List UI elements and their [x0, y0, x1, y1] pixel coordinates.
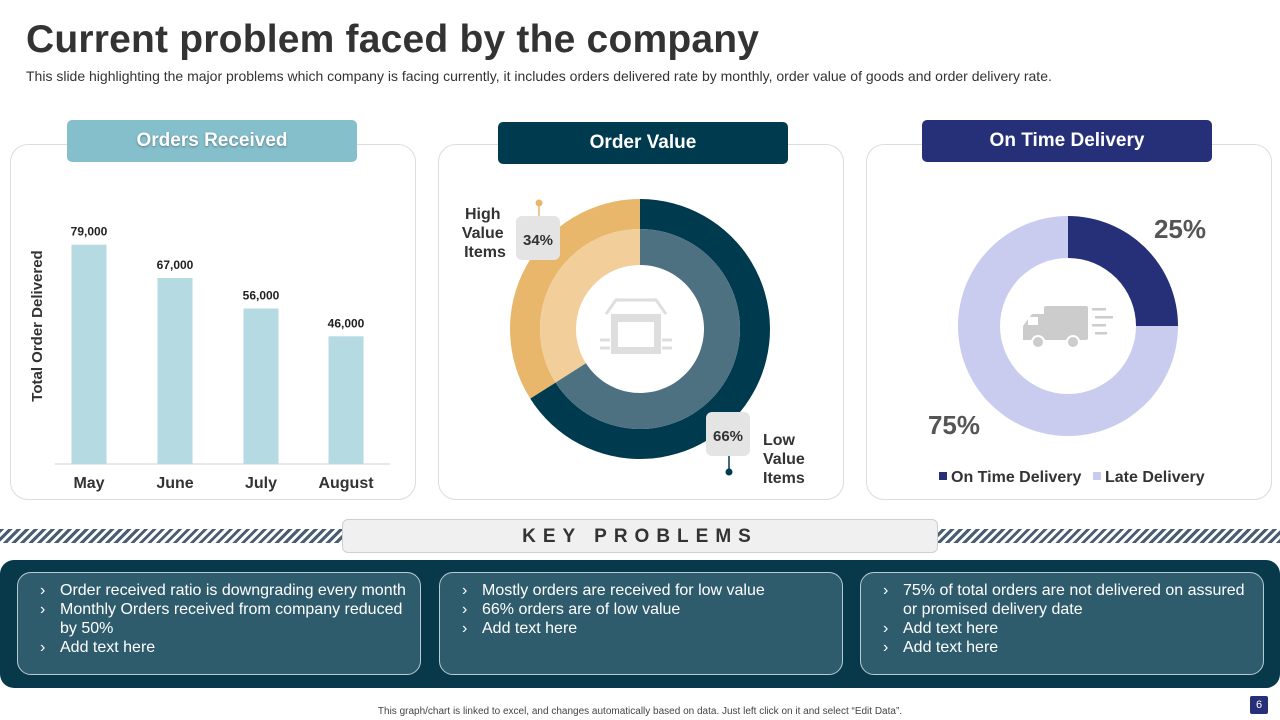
problem-item: Add text here: [883, 619, 1253, 638]
x-tick-label: May: [73, 475, 104, 492]
high-value-name: High Value Items: [462, 206, 508, 261]
problem-box: Mostly orders are received for low value…: [439, 572, 843, 675]
high-value-percent: 34%: [523, 232, 553, 249]
problem-box: Order received ratio is downgrading ever…: [17, 572, 421, 675]
low-value-name-line: Items: [763, 470, 805, 487]
bar-value-label: 67,000: [157, 258, 194, 272]
low-value-name-line: Low: [763, 432, 796, 449]
problem-box: 75% of total orders are not delivered on…: [860, 572, 1264, 675]
order-value-header: Order Value: [498, 122, 788, 164]
box-icon: [600, 298, 672, 354]
slice-on-time: [1068, 216, 1178, 326]
orders-bar-chart: Total Order Delivered 79,000 May 67,000 Jun…: [29, 225, 390, 492]
problem-item: Monthly Orders received from company red…: [40, 600, 410, 638]
problem-item: Add text here: [462, 619, 832, 638]
slice-late: [958, 216, 1178, 436]
bar-august: [328, 336, 364, 464]
page-title: Current problem faced by the company: [26, 18, 760, 61]
bar-june: [157, 277, 193, 464]
problem-item: Add text here: [883, 638, 1253, 657]
on-time-delivery-header: On Time Delivery: [922, 120, 1212, 162]
order-value-donut: 34% High Value Items 66% Low Value Items: [462, 199, 809, 487]
problem-item: 66% orders are of low value: [462, 600, 832, 619]
low-value-name-line: Value: [763, 451, 805, 468]
legend-swatch-late: [1093, 472, 1101, 480]
high-value-pointer-dot: [535, 199, 543, 207]
slice-high-value-inner: [540, 229, 640, 383]
high-value-badge: [516, 216, 560, 260]
problem-item: Mostly orders are received for low value: [462, 581, 832, 600]
legend-label-late: Late Delivery: [1105, 469, 1205, 486]
low-value-badge: [706, 412, 750, 456]
problem-item: Add text here: [40, 638, 410, 657]
low-value-percent: 66%: [713, 428, 743, 445]
y-axis-label: Total Order Delivered: [29, 250, 46, 401]
high-value-name-line: Items: [464, 244, 506, 261]
page-number: 6: [1250, 696, 1268, 714]
delivery-donut: 25% 75% On Time Delivery Late Delivery: [928, 214, 1206, 486]
late-percent: 75%: [928, 410, 980, 440]
bar-value-label: 46,000: [328, 316, 365, 330]
footer-note: This graph/chart is linked to excel, and…: [377, 706, 903, 717]
delivery-truck-icon: [1023, 306, 1113, 349]
bar-value-label: 56,000: [243, 289, 280, 303]
bar-value-label: 79,000: [71, 225, 108, 239]
low-value-pointer-dot: [725, 468, 733, 476]
x-tick-label: July: [245, 475, 277, 492]
bar-july: [243, 308, 279, 464]
key-problems-title: KEY PROBLEMS: [342, 519, 938, 553]
legend-swatch-on-time: [939, 472, 947, 480]
problem-item: 75% of total orders are not delivered on…: [883, 581, 1253, 619]
orders-received-header: Orders Received: [67, 120, 357, 162]
slice-low-value-inner: [555, 229, 740, 429]
high-value-name-line: High: [465, 206, 501, 223]
problem-item: Order received ratio is downgrading ever…: [40, 581, 410, 600]
legend-label-on-time: On Time Delivery: [951, 469, 1082, 486]
low-value-name: Low Value Items: [763, 432, 809, 487]
x-tick-label: June: [156, 475, 193, 492]
page-subtitle: This slide highlighting the major proble…: [26, 68, 1052, 84]
on-time-percent: 25%: [1154, 214, 1206, 244]
high-value-name-line: Value: [462, 225, 504, 242]
bar-may: [71, 244, 107, 464]
x-tick-label: August: [318, 475, 374, 492]
